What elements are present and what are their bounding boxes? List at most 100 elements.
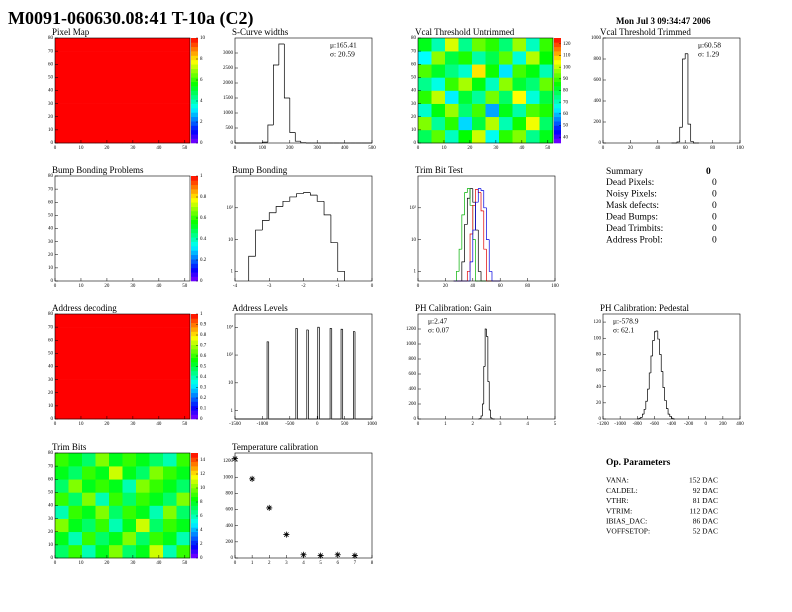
- colorbar-step: [191, 540, 198, 546]
- x-tick-label: -400: [667, 422, 677, 427]
- colorbar-step: [191, 254, 198, 260]
- colorbar-step: [554, 112, 561, 118]
- heatmap-cell: [82, 479, 96, 493]
- heatmap-cell: [149, 314, 164, 328]
- heatmap-cell: [109, 129, 123, 144]
- param-label: VTRIM:: [606, 506, 632, 515]
- panel: Bump Bonding -4 -3 -2 -1 0 1 10 10²: [227, 165, 374, 289]
- colorbar-step: [191, 492, 198, 498]
- summary-count: 0: [706, 167, 711, 177]
- x-tick-label: 20: [104, 146, 110, 151]
- heatmap-cell: [149, 466, 164, 480]
- param-label: VOFFSETOP:: [606, 527, 650, 536]
- colorbar-label: 0.7: [200, 344, 207, 349]
- heatmap-cell: [136, 505, 150, 519]
- heatmap-cell: [109, 366, 123, 380]
- x-tick-label: 100: [736, 146, 744, 151]
- heatmap-cell: [68, 479, 83, 493]
- colorbar-step: [191, 68, 198, 74]
- heatmap-cell: [68, 405, 83, 420]
- heatmap-cell: [122, 453, 137, 467]
- colorbar-step: [191, 340, 198, 345]
- heatmap-cell: [55, 103, 69, 118]
- colorbar-step: [191, 453, 198, 458]
- axis-frame: [234, 313, 373, 420]
- colorbar-step: [191, 410, 198, 415]
- param-label: VTHR:: [606, 496, 629, 505]
- heatmap-cell: [122, 492, 137, 506]
- heatmap-cell: [418, 77, 432, 91]
- heatmap-cell: [149, 492, 164, 506]
- x-tick-label: 40: [519, 146, 525, 151]
- heatmap-cell: [55, 64, 69, 78]
- heatmap-cell: [472, 90, 486, 104]
- heatmap-cell: [68, 38, 83, 52]
- histogram-bin: [687, 53, 691, 125]
- x-tick-label: 0: [417, 284, 420, 289]
- colorbar-label: 12: [200, 472, 206, 477]
- heatmap-cell: [122, 405, 137, 420]
- heatmap-cell: [445, 103, 459, 118]
- heatmap-cell: [82, 379, 96, 394]
- row-label: Dead Pixels:: [606, 178, 654, 188]
- y-tick-label: 30: [48, 378, 54, 383]
- y-tick-label: 1200: [223, 459, 234, 464]
- y-tick-label: 40: [411, 89, 417, 94]
- colorbar-label: 0: [200, 417, 203, 422]
- histogram-bin: [461, 261, 465, 281]
- y-tick-label: 50: [48, 214, 54, 219]
- colorbar-step: [191, 138, 198, 144]
- heatmap-cell: [418, 103, 432, 118]
- colorbar-label: 40: [563, 135, 569, 140]
- heatmap-cell: [458, 129, 473, 144]
- heatmap-cell: [109, 38, 123, 52]
- heatmap-cell: [136, 116, 150, 131]
- heatmap-cell: [472, 103, 486, 118]
- histogram-bin: [466, 197, 471, 225]
- colorbar-step: [554, 81, 561, 87]
- histogram-bin: [647, 388, 650, 402]
- colorbar-label: 0.4: [200, 375, 207, 380]
- histogram-bin: [655, 330, 658, 332]
- y-tick-label: 20: [596, 401, 602, 406]
- colorbar-step: [191, 553, 198, 559]
- heatmap-cell: [82, 116, 96, 131]
- plot-frame: [235, 38, 372, 143]
- heatmap-cell: [68, 64, 83, 78]
- heatmap-cell: [109, 466, 123, 480]
- panel-title: Address Levels: [232, 303, 288, 313]
- histogram-bin: [469, 261, 473, 281]
- heatmap-cell: [68, 116, 83, 131]
- histogram-bin: [461, 214, 465, 250]
- heatmap-cell: [68, 77, 83, 91]
- axis-frame: [417, 175, 556, 282]
- heatmap-cell: [485, 129, 500, 144]
- heatmap-cell: [68, 505, 83, 519]
- heatmap-cell: [163, 38, 177, 52]
- y-tick-label: 800: [594, 57, 602, 62]
- colorbar-step: [554, 68, 561, 74]
- colorbar-step: [191, 237, 198, 242]
- heatmap-cell: [176, 103, 191, 118]
- histogram-bin: [480, 415, 483, 419]
- x-tick-label: -3: [267, 284, 272, 289]
- y-tick-label: 2500: [223, 66, 234, 71]
- histogram-bin: [469, 188, 473, 206]
- histogram-bin: [255, 229, 263, 257]
- colorbar-step: [554, 99, 561, 104]
- heatmap-cell: [55, 51, 69, 65]
- colorbar-step: [191, 211, 198, 216]
- histogram-bin: [660, 354, 663, 372]
- y-tick-label: 600: [226, 508, 234, 513]
- heatmap-cell: [176, 479, 191, 493]
- heatmap-cell: [95, 51, 110, 65]
- param-value: 92 DAC: [693, 486, 718, 495]
- y-tick-label: 1: [231, 409, 234, 414]
- x-tick-label: 2: [268, 561, 271, 566]
- heatmap-cell: [163, 116, 177, 131]
- y-tick-label: 50: [411, 76, 417, 81]
- heatmap-cell: [136, 340, 150, 354]
- histogram-bin: [266, 341, 269, 419]
- panel-title: Temperature calibration: [232, 442, 319, 452]
- heatmap-cell: [82, 531, 96, 546]
